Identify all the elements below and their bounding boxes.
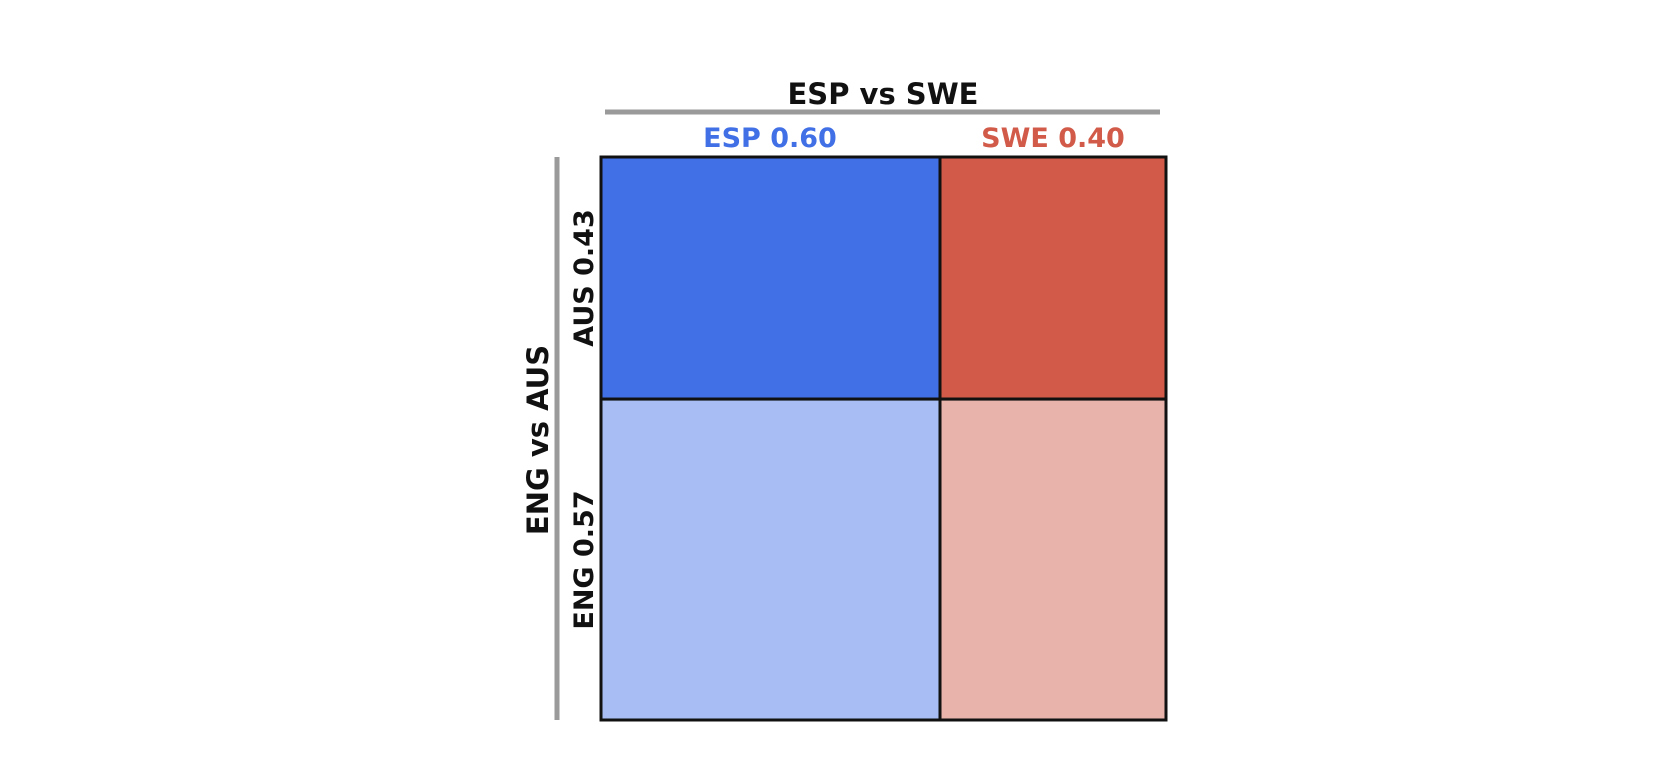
cell-aus-swe [938,155,1168,401]
cell-aus-esp [599,155,942,401]
column-label-swe: SWE 0.40 [981,123,1125,154]
row-label-aus: AUS 0.43 [569,209,600,346]
column-label-esp: ESP 0.60 [703,123,837,154]
y-axis-title: ENG vs AUS [521,345,555,535]
cell-eng-esp [599,397,942,722]
mosaic-cells [599,155,1168,722]
row-label-eng: ENG 0.57 [569,490,600,629]
chart-title: ESP vs SWE [788,77,979,111]
cell-eng-swe [938,397,1168,722]
